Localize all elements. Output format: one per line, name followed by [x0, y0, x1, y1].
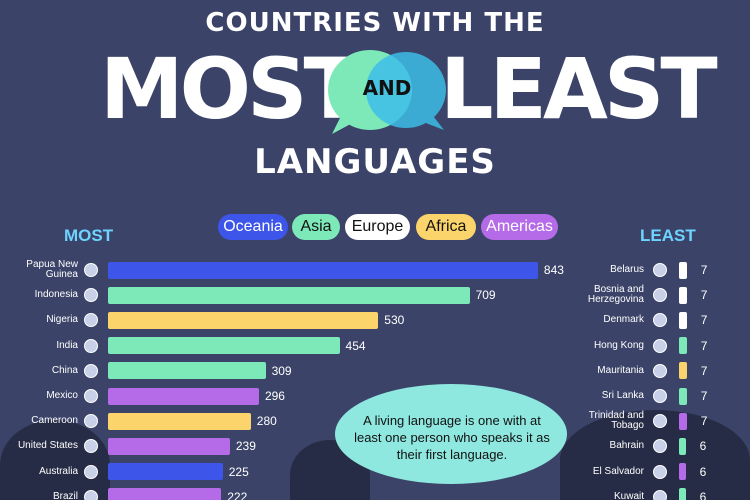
- flag: [84, 338, 98, 353]
- value-label: 7: [700, 338, 708, 353]
- note: A living language is one with at least o…: [354, 413, 550, 462]
- flag: [653, 414, 667, 429]
- flag: [653, 389, 667, 403]
- country-label: Bosnia and Herzegovina: [587, 284, 644, 306]
- value-label: 7: [700, 363, 708, 378]
- country-label: United States: [17, 440, 78, 452]
- value-label: 280: [256, 414, 277, 429]
- flag: [84, 389, 98, 403]
- flag: [653, 464, 667, 479]
- bar: [108, 261, 538, 279]
- bar: [108, 362, 266, 380]
- country-label: Australia: [39, 465, 78, 477]
- flag: [84, 414, 98, 429]
- country-label: Kuwait: [613, 490, 644, 500]
- country-label: Bahrain: [609, 440, 644, 452]
- bar: [108, 311, 379, 329]
- value-label: 709: [475, 288, 496, 303]
- value-label: 7: [700, 263, 708, 277]
- country-label: Mexico: [46, 390, 78, 401]
- flag: [653, 489, 667, 500]
- country-label: Cameroon: [31, 415, 78, 427]
- country-label: Trinidad and Tobago: [588, 410, 644, 432]
- silhouette: [0, 420, 110, 500]
- bar: [679, 311, 687, 329]
- country-label: Indonesia: [34, 289, 78, 301]
- bar: [679, 437, 686, 455]
- country-label: China: [51, 364, 78, 376]
- bar: [679, 412, 687, 430]
- value-label: 7: [700, 313, 708, 328]
- flag: [653, 313, 667, 328]
- flag: [653, 363, 667, 378]
- bar: [108, 488, 222, 500]
- most-label: MOST: [64, 226, 114, 245]
- value-label: 239: [235, 439, 256, 454]
- title-and: AND: [362, 76, 412, 100]
- bar: [679, 488, 686, 500]
- bar: [679, 463, 686, 481]
- value-label: 454: [345, 338, 366, 353]
- title-least: LEAST: [440, 40, 718, 138]
- value-label: 296: [264, 389, 285, 403]
- bar: [108, 437, 230, 455]
- title-most: MOST: [100, 40, 361, 138]
- bar: [108, 463, 223, 481]
- title-top: COUNTRIES WITH THE: [205, 8, 545, 38]
- value-label: 6: [699, 489, 707, 500]
- country-label: Hong Kong: [593, 339, 644, 351]
- bar: [108, 387, 259, 405]
- bar: [679, 286, 687, 304]
- country-label: Brazil: [52, 490, 78, 500]
- flag: [84, 464, 98, 479]
- flag: [84, 313, 98, 328]
- flag: [653, 338, 667, 353]
- flag: [653, 263, 667, 277]
- value-label: 843: [543, 263, 564, 277]
- legend-item: Asia: [292, 214, 340, 240]
- legend-item: Africa: [416, 214, 476, 240]
- bar: [108, 286, 470, 304]
- title-bottom: LANGUAGES: [254, 142, 496, 182]
- country-label: Papua New Guinea: [26, 259, 78, 280]
- value-label: 225: [228, 464, 249, 479]
- country-label: El Salvador: [592, 465, 644, 477]
- country-label: Nigeria: [46, 314, 78, 326]
- value-label: 7: [700, 389, 708, 403]
- bubbles: [328, 50, 446, 134]
- bar: [679, 261, 687, 279]
- flag: [84, 288, 98, 303]
- flag: [84, 489, 98, 500]
- value-label: 6: [699, 439, 707, 454]
- flag: [84, 363, 98, 378]
- bar: [679, 362, 687, 380]
- legend-item: Oceania: [218, 214, 288, 240]
- value-label: 309: [271, 363, 292, 378]
- least-label: LEAST: [640, 226, 696, 245]
- bar: [108, 412, 251, 430]
- flag: [84, 439, 98, 454]
- country-label: India: [56, 339, 78, 351]
- flag: [653, 288, 667, 303]
- value-label: 6: [699, 464, 707, 479]
- flag: [84, 263, 98, 277]
- bar: [679, 337, 687, 355]
- flag: [653, 439, 667, 454]
- bar: [679, 387, 687, 405]
- value-label: 530: [384, 313, 405, 328]
- country-label: Sri Lanka: [601, 390, 644, 401]
- legend-item: Europe: [345, 214, 410, 240]
- country-label: Denmark: [603, 314, 644, 326]
- country-label: Mauritania: [597, 364, 644, 376]
- value-label: 222: [227, 489, 248, 500]
- bar: [108, 337, 340, 355]
- note-bubble: [335, 384, 567, 484]
- value-label: 7: [700, 288, 708, 303]
- value-label: 7: [700, 414, 708, 429]
- legend-item: Americas: [481, 214, 558, 240]
- country-label: Belarus: [610, 264, 644, 275]
